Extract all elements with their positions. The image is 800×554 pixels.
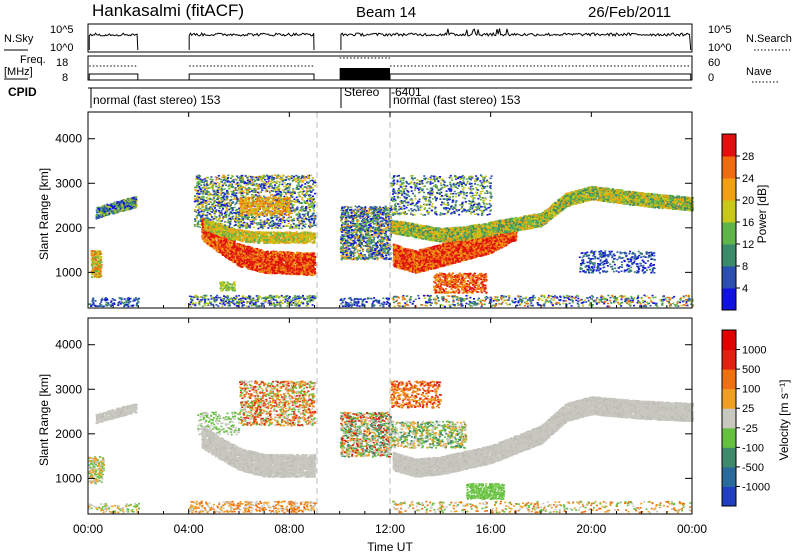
p1-cbar-tick-3: 25 xyxy=(742,403,754,415)
nsky-seg-0 xyxy=(89,33,138,50)
power-panel: 1000 2000 3000 4000 Slant Range [km] 4 8 12 16… xyxy=(37,112,769,311)
p1-cbar-tick-0: 1000 xyxy=(742,345,766,357)
p0-cbar-seg-4 xyxy=(722,200,736,223)
p0-cbar-tick-5: 24 xyxy=(742,173,754,185)
p0-cbar-tick-2: 12 xyxy=(742,239,754,251)
p0-cbar-seg-2 xyxy=(722,244,736,267)
p0-cbar-tick-3: 16 xyxy=(742,217,754,229)
p1-cbar-seg-2 xyxy=(722,447,736,467)
freq-tick-top: 18 xyxy=(56,57,68,69)
p1-cbar-tick-6: -500 xyxy=(742,462,764,474)
freq-seg-1 xyxy=(189,74,314,80)
p0-ytick-2: 3000 xyxy=(55,176,82,190)
freq-unit: [MHz] xyxy=(4,66,33,78)
date-title: 26/Feb/2011 xyxy=(588,4,671,21)
nsky-tick-bottom: 10^0 xyxy=(50,42,74,54)
p1-cbar-seg-8 xyxy=(722,330,736,350)
freq-seg-2 xyxy=(390,74,691,80)
p1-cbar-tick-4: -25 xyxy=(742,423,758,435)
x-tick-label-1: 04:00 xyxy=(174,522,204,536)
velocity-panel: 1000 2000 3000 4000 Slant Range [km] 1000 50… xyxy=(37,318,791,514)
p1-cbar-seg-7 xyxy=(722,350,736,370)
x-tick-label-6: 00:00 xyxy=(677,522,707,536)
stereo-freq-block xyxy=(340,68,390,80)
p1-cbar-seg-6 xyxy=(722,369,736,389)
nsky-trace xyxy=(89,29,690,51)
p1-cbar-seg-5 xyxy=(722,389,736,409)
x-tick-label-2: 08:00 xyxy=(274,522,304,536)
nsearch-tick-top: 10^5 xyxy=(708,24,732,36)
p1-cbar-tick-5: -100 xyxy=(742,442,764,454)
p1-ytick-2: 3000 xyxy=(55,382,82,396)
p1-cbar-seg-3 xyxy=(722,428,736,448)
x-tick-label-5: 20:00 xyxy=(576,522,606,536)
p1-cbar-tick-1: 500 xyxy=(742,364,760,376)
p1-cbar-tick-7: -1000 xyxy=(742,481,770,493)
p0-cbar-seg-1 xyxy=(722,266,736,289)
p1-cbar-seg-1 xyxy=(722,467,736,487)
velocity-ylabel: Slant Range [km] xyxy=(37,374,51,466)
freq-seg-0 xyxy=(89,74,138,80)
x-tick-label-3: 12:00 xyxy=(375,522,405,536)
x-tick-label-0: 00:00 xyxy=(73,522,103,536)
cpid-segment-1: Stereo xyxy=(344,85,380,99)
power-colorbar-label: Power [dB] xyxy=(755,185,769,244)
p1-cbar-seg-4 xyxy=(722,408,736,428)
p0-ytick-3: 4000 xyxy=(55,132,82,146)
nave-tick-bottom: 0 xyxy=(708,72,714,84)
cpid-segment-0: normal (fast stereo) 153 xyxy=(93,93,221,107)
beam-title: Beam 14 xyxy=(356,4,416,21)
rti-plot: Hankasalmi (fitACF) Beam 14 26/Feb/2011 … xyxy=(0,0,800,554)
power-colorbar: 4 8 12 16 20 24 28 xyxy=(722,134,754,311)
p1-cbar-seg-0 xyxy=(722,486,736,506)
cpid-segment-3: normal (fast stereo) 153 xyxy=(393,93,521,107)
nave-label: Nave xyxy=(746,66,772,78)
p0-cbar-seg-5 xyxy=(722,178,736,201)
nave-tick-top: 60 xyxy=(708,57,720,69)
p0-ytick-0: 1000 xyxy=(55,265,82,279)
nsky-seg-1 xyxy=(189,33,314,50)
p0-cbar-tick-4: 20 xyxy=(742,195,754,207)
freq-trace xyxy=(89,58,690,80)
p0-cbar-tick-0: 4 xyxy=(742,283,748,295)
nsearch-tick-bottom: 10^0 xyxy=(708,42,732,54)
velocity-colorbar: 1000 500 100 25 -25 -100 -500 -1000 xyxy=(722,330,770,507)
nsky-seg-2 xyxy=(341,29,691,51)
freq-tick-bottom: 8 xyxy=(62,72,68,84)
p0-cbar-tick-1: 8 xyxy=(742,261,748,273)
p0-cbar-seg-6 xyxy=(722,156,736,179)
power-ylabel: Slant Range [km] xyxy=(37,168,51,260)
p0-cbar-seg-0 xyxy=(722,288,736,311)
p1-ytick-1: 2000 xyxy=(55,427,82,441)
nsky-frame xyxy=(88,24,692,52)
p1-ytick-0: 1000 xyxy=(55,471,82,485)
x-tick-label-4: 16:00 xyxy=(476,522,506,536)
nsearch-label: N.Search xyxy=(746,33,792,45)
velocity-colorbar-label: Velocity [m s⁻¹] xyxy=(777,379,791,460)
station-title: Hankasalmi (fitACF) xyxy=(92,1,244,20)
nsky-tick-top: 10^5 xyxy=(50,24,74,36)
p0-cbar-seg-3 xyxy=(722,222,736,245)
p1-ytick-3: 4000 xyxy=(55,338,82,352)
x-axis-label: Time UT xyxy=(367,540,413,554)
p1-cbar-tick-2: 100 xyxy=(742,384,760,396)
p0-cbar-seg-7 xyxy=(722,134,736,157)
cpid-label: CPID xyxy=(8,85,37,99)
freq-label: Freq. xyxy=(20,54,46,66)
p0-ytick-1: 2000 xyxy=(55,221,82,235)
p0-cbar-tick-6: 28 xyxy=(742,151,754,163)
nsky-label: N.Sky xyxy=(4,33,34,45)
